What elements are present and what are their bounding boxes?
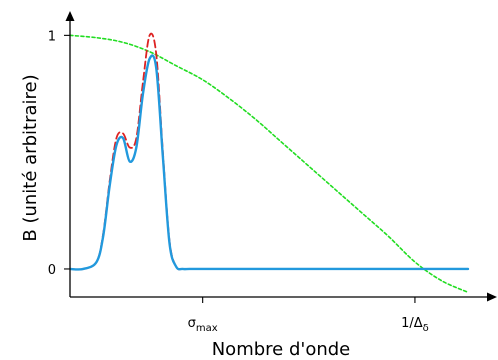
x-axis-title: Nombre d'onde <box>212 339 351 360</box>
y-axis-arrow <box>65 11 75 21</box>
x-axis-arrow <box>487 292 497 302</box>
y-tick-label-0: 0 <box>48 263 56 278</box>
x-tick-label-0: σmax <box>188 316 218 334</box>
x-tick-label-1: 1/Δδ <box>401 316 429 334</box>
series-line-1 <box>70 34 469 294</box>
y-axis-title: B (unité arbitraire) <box>20 74 41 241</box>
y-tick-label-1: 1 <box>48 29 56 44</box>
series-line-3 <box>70 54 470 271</box>
ticks-layer: 0 1 σmax 1/Δδ <box>48 29 429 334</box>
series-line-2 <box>70 32 469 271</box>
series-layer <box>70 32 470 294</box>
